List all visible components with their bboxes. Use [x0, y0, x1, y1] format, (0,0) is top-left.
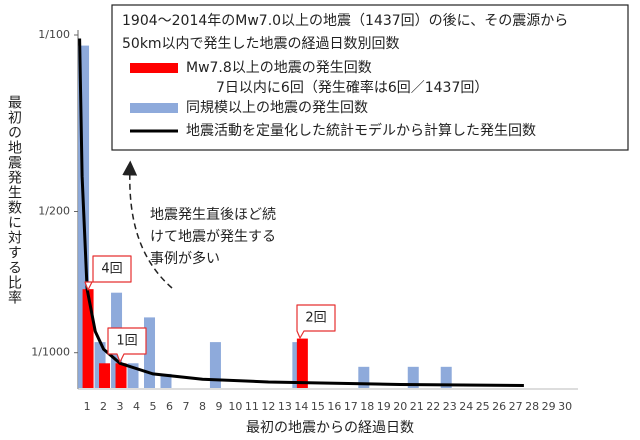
bar: [144, 317, 156, 388]
x-tick-label: 17: [344, 400, 358, 413]
bar: [358, 366, 370, 388]
x-tick-label: 12: [261, 400, 275, 413]
x-tick-label: 16: [327, 400, 341, 413]
y-tick-label: 1/200: [38, 205, 70, 218]
bar: [82, 289, 94, 388]
x-tick-label: 14: [294, 400, 308, 413]
callout-label: 2回: [305, 311, 326, 326]
bar: [160, 373, 172, 388]
x-tick-label: 24: [459, 400, 473, 413]
x-axis-label: 最初の地震からの経過日数: [246, 419, 414, 436]
x-tick-label: 6: [166, 400, 173, 413]
x-tick-label: 29: [542, 400, 556, 413]
annotation-text: 地震発生直後ほど続: [150, 206, 276, 223]
x-tick-label: 30: [558, 400, 572, 413]
y-tick-label: 1/1000: [31, 346, 70, 359]
y-axis-label: 最初の地震発生数に対する比率: [6, 95, 22, 305]
callout-box: [107, 327, 147, 363]
annotation-text: けて地震が発生する: [150, 229, 276, 245]
x-tick-label: 22: [426, 400, 440, 413]
x-tick-label: 5: [150, 400, 157, 413]
bar: [440, 366, 452, 388]
x-tick-label: 27: [509, 400, 523, 413]
callout-box: [296, 304, 336, 339]
x-tick-label: 18: [360, 400, 374, 413]
legend-note: 7日以内に6回（発生確率は6回／1437回）: [216, 79, 488, 96]
bar: [209, 342, 221, 388]
callout-box: [84, 255, 132, 291]
callout-label: 4回: [101, 262, 122, 277]
legend-label: Mw7.8以上の地震の発生回数: [186, 60, 372, 76]
bar: [115, 363, 127, 388]
bar: [99, 363, 111, 388]
x-tick-label: 7: [182, 400, 189, 413]
x-tick-label: 26: [492, 400, 506, 413]
x-tick-label: 8: [199, 400, 206, 413]
x-tick-label: 20: [393, 400, 407, 413]
chart-title: 50km以内で発生した地震の経過日数別回数: [122, 36, 400, 52]
x-tick-label: 10: [228, 400, 242, 413]
chart-title: 1904～2014年のMw7.0以上の地震（1437回）の後に、その震源から: [122, 13, 568, 29]
x-tick-label: 21: [410, 400, 424, 413]
x-tick-label: 4: [133, 400, 140, 413]
x-tick-label: 15: [311, 400, 325, 413]
annotation-arrow: [122, 160, 173, 289]
x-tick-label: 11: [245, 400, 259, 413]
x-tick-label: 1: [84, 400, 91, 413]
x-tick-label: 25: [476, 400, 490, 413]
model-line: [78, 38, 524, 387]
x-tick-label: 23: [443, 400, 457, 413]
x-tick-label: 9: [215, 400, 222, 413]
x-tick-label: 13: [278, 400, 292, 413]
y-tick-label: 1/100: [38, 28, 70, 41]
annotation-text: 事例が多い: [150, 250, 220, 267]
callout-label: 1回: [116, 334, 137, 349]
bar: [296, 338, 308, 388]
bar: [127, 363, 139, 388]
legend-swatch: [130, 63, 178, 73]
x-tick-label: 3: [117, 400, 124, 413]
x-tick-label: 19: [377, 400, 391, 413]
x-tick-label: 28: [525, 400, 539, 413]
legend-swatch: [130, 103, 178, 113]
legend-label: 地震活動を定量化した統計モデルから計算した発生回数: [186, 122, 536, 139]
legend-label: 同規模以上の地震の発生回数: [186, 100, 368, 116]
x-tick-label: 2: [100, 400, 107, 413]
bar: [407, 366, 419, 388]
legend-box: [111, 4, 629, 151]
